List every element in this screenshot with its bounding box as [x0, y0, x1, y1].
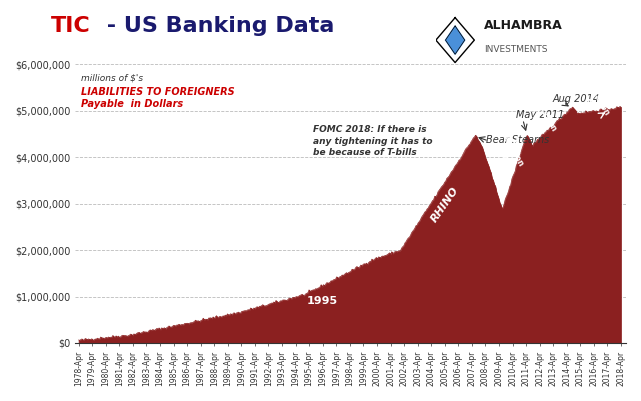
- Text: - US Banking Data: - US Banking Data: [99, 16, 335, 36]
- Text: INVESTMENTS: INVESTMENTS: [484, 45, 547, 54]
- Text: Aug 2014: Aug 2014: [553, 93, 600, 103]
- Text: Payable  in Dollars: Payable in Dollars: [81, 99, 183, 109]
- Text: reflation
#1: reflation #1: [490, 131, 526, 173]
- Text: ALHAMBRA: ALHAMBRA: [484, 20, 563, 32]
- Text: TIC: TIC: [51, 16, 91, 36]
- Text: FOMC 2018: If there is
any tightening it has to
be because of T-bills: FOMC 2018: If there is any tightening it…: [313, 125, 432, 157]
- Text: reflation
#3: reflation #3: [576, 80, 611, 122]
- Text: RHINO: RHINO: [429, 185, 462, 224]
- Text: May 2011: May 2011: [516, 110, 564, 120]
- Polygon shape: [445, 26, 465, 54]
- Text: Bear Stearns: Bear Stearns: [486, 135, 549, 145]
- Text: millions of $'s: millions of $'s: [81, 74, 143, 83]
- Text: reflation
#2: reflation #2: [522, 96, 558, 138]
- Text: 1995: 1995: [306, 296, 338, 306]
- Text: LIABILITIES TO FOREIGNERS: LIABILITIES TO FOREIGNERS: [81, 87, 234, 97]
